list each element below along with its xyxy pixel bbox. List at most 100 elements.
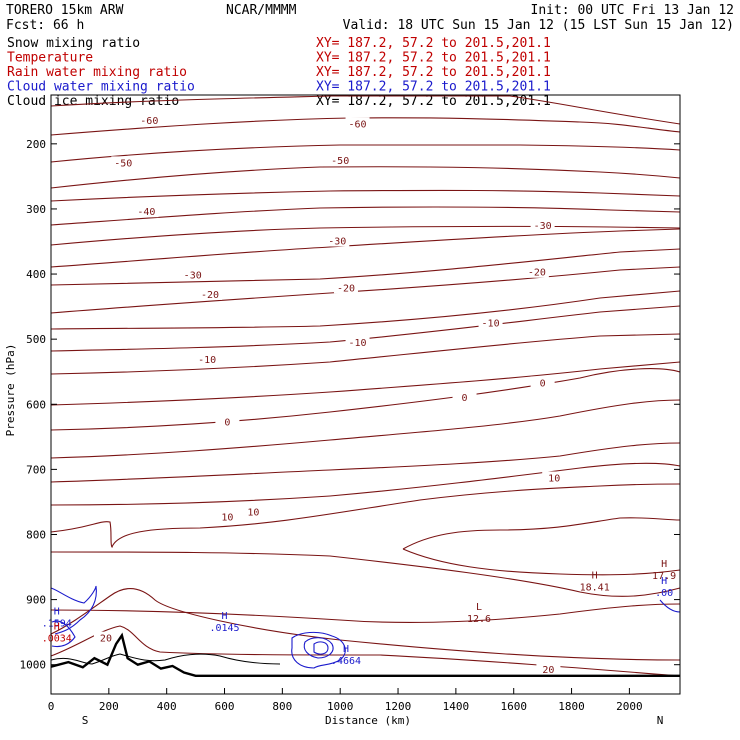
contour-label: -10 [482,319,500,330]
extremum-value: .0034 [42,633,72,644]
isotherm-line [50,625,681,677]
x-tick-label: 0 [48,700,55,713]
org-label: NCAR/MMMM [226,3,297,18]
y-tick-label: 900 [26,594,46,607]
contour-label: -50 [331,156,349,167]
x-tick-label: 1400 [443,700,470,713]
isotherm-line [50,189,681,202]
contour-label-bg [524,265,549,278]
cloud-water-line [303,637,334,659]
contour-label-bg [536,662,561,675]
contour-label-bg [215,415,240,428]
contour-label: -30 [184,270,202,281]
cloud-water-line [51,620,76,648]
x-tick-label: 800 [272,700,292,713]
x-tick-label: 1600 [500,700,527,713]
terrain-detail-line [50,653,281,665]
x-tick-label: 2000 [616,700,643,713]
isotherm-line [50,361,681,406]
contour-label: -60 [140,116,158,127]
y-tick-label: 200 [26,138,46,151]
contour-label: -30 [534,221,552,232]
isotherm-line [50,290,681,330]
contour-label-bg [333,281,358,294]
contour-label: 0 [540,378,546,389]
y-tick-label: 800 [26,528,46,541]
field-xy: XY= 187.2, 57.2 to 201.5,201.1 [316,80,551,95]
contour-label: -50 [114,158,132,169]
y-axis-label: Pressure (hPa) [4,344,17,437]
x-tick-label: 1800 [558,700,585,713]
forecast-hour: Fcst: 66 h [6,18,84,33]
contour-label-bg [530,218,555,231]
contour-label: 10 [247,507,259,518]
y-tick-label: 400 [26,268,46,281]
isotherm-line [50,166,681,189]
extremum-kind: H [661,559,667,570]
isotherm-line [50,442,681,483]
contour-label-bg [478,316,503,329]
isotherm-line [50,248,681,286]
contour-label: -20 [528,268,546,279]
field-list: Snow mixing ratio XY= 187.2, 57.2 to 201.… [7,36,551,109]
init-time: Init: 00 UTC Fri 13 Jan 12 [531,3,735,18]
extremum-value: .0145 [209,623,239,634]
y-tick-label: 500 [26,333,46,346]
isotherm-line [50,603,681,624]
contour-label-bg [345,336,370,349]
north-end-label: N [657,714,664,727]
contour-label-bg [180,268,205,281]
isotherm-line [402,517,681,550]
contour-label-bg [345,117,370,130]
contour-label-bg [198,287,223,300]
contour-label: -20 [337,283,355,294]
extremum-kind: H [222,611,228,622]
y-tick-label: 1000 [20,659,47,672]
contour-label: 0 [224,417,230,428]
extremum-value: 12.6 [467,614,491,625]
isotherm-line [50,399,681,459]
extremum-kind: H [592,571,598,582]
contour-label-bg [137,114,162,127]
extremum-value: .00 [655,588,673,599]
isotherm-line [50,551,681,597]
cloud-water-line [50,585,97,635]
contour-label: 0 [462,393,468,404]
ground-surface-line [50,632,680,677]
x-tick-label: 200 [99,700,119,713]
field-xy: XY= 187.2, 57.2 to 201.5,201.1 [316,65,551,80]
south-end-label: S [82,714,89,727]
plot-area: -60 -60 -50 -50 -40 -30 -30 -30 -20 -20 -20 -10 -10 -… [42,95,681,677]
isotherm-line [50,144,681,163]
cloud-water-line [659,599,681,613]
x-tick-label: 1200 [385,700,412,713]
isotherm-line [50,266,681,314]
extremum-value: 18.41 [580,583,610,594]
x-tick-label: 400 [157,700,177,713]
isotherm-line [50,228,681,268]
isotherm-line [50,462,681,506]
extremum-kind: H [343,644,349,655]
field-xy: XY= 187.2, 57.2 to 201.5,201.1 [316,51,551,66]
cloud-water-line [291,631,346,669]
contour-label-bg [134,205,159,218]
contour-label-bg [241,505,266,518]
temperature-contours [50,95,681,677]
contour-label-bg [111,156,136,169]
extremum-value: .1594 [42,618,72,629]
isotherm-line [50,483,681,548]
field-name: Snow mixing ratio [7,36,140,51]
extremum-kind: H [661,576,667,587]
isotherm-line [50,117,681,136]
contour-label: -60 [349,119,367,130]
cloud-water-contours [50,585,681,669]
contour-label: -10 [349,338,367,349]
contour-label-bg [215,510,240,523]
isotherm-line [50,225,681,246]
contour-label-bg [195,352,220,365]
isotherm-line [50,95,681,125]
x-tick-label: 600 [215,700,235,713]
extremum-value: 17.9 [652,571,676,582]
isotherm-line [50,368,681,431]
